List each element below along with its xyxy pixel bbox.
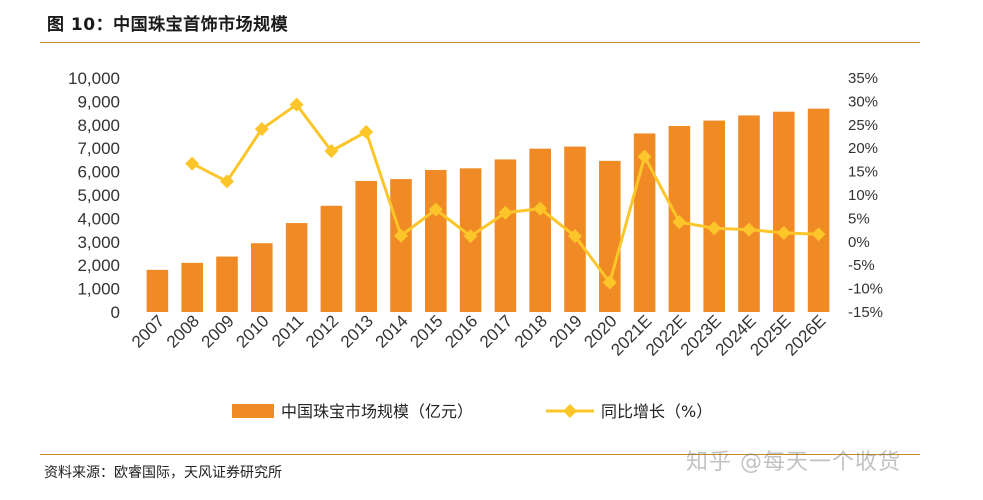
x-tick-label: 2018 bbox=[511, 311, 551, 351]
x-tick-label: 2015 bbox=[406, 311, 446, 351]
y-left-tick-label: 6,000 bbox=[77, 163, 120, 182]
legend-line-marker bbox=[563, 404, 577, 418]
bar bbox=[355, 180, 377, 312]
bar bbox=[703, 120, 725, 312]
title-rule bbox=[40, 42, 920, 43]
y-left-tick-label: 8,000 bbox=[77, 116, 120, 135]
chart: 0 1,000 2,000 3,000 4,000 5,000 6,000 7,000 8,00… bbox=[68, 69, 883, 421]
bar bbox=[390, 179, 412, 312]
y-right-tick-label: 25% bbox=[848, 117, 878, 134]
x-tick-label: 2014 bbox=[372, 311, 412, 351]
source-note: 资料来源：欧睿国际，天风证券研究所 bbox=[44, 465, 282, 481]
y-right-tick-label: 20% bbox=[848, 140, 878, 157]
bar bbox=[807, 108, 830, 313]
bar bbox=[320, 205, 343, 312]
bar bbox=[425, 169, 447, 312]
growth-point bbox=[463, 229, 478, 244]
x-tick-label: 2013 bbox=[337, 311, 377, 351]
footer-rule bbox=[40, 454, 920, 455]
bar bbox=[738, 115, 760, 312]
growth-point bbox=[742, 222, 756, 237]
legend-bar-label: 中国珠宝市场规模（亿元） bbox=[281, 402, 473, 421]
x-tick-label: 2009 bbox=[198, 311, 238, 351]
x-tick-label: 2007 bbox=[128, 311, 168, 351]
x-tick-label: 2026E bbox=[781, 311, 829, 359]
y-right-tick-label: -15% bbox=[848, 304, 883, 321]
y-left-tick-label: 9,000 bbox=[77, 92, 120, 111]
bar bbox=[529, 148, 551, 312]
growth-point bbox=[220, 174, 234, 189]
y-left-tick-label: 7,000 bbox=[77, 139, 120, 158]
y-left-tick-label: 5,000 bbox=[77, 186, 120, 205]
bar bbox=[494, 159, 517, 312]
growth-point bbox=[289, 97, 304, 112]
x-tick-label: 2011 bbox=[268, 311, 307, 350]
growth-point bbox=[394, 228, 408, 243]
growth-point bbox=[428, 202, 443, 217]
figure-title: 图 10：中国珠宝首饰市场规模 bbox=[47, 15, 289, 35]
growth-point bbox=[533, 201, 548, 216]
y-left-tick-label: 10,000 bbox=[68, 69, 120, 88]
x-tick-label: 2017 bbox=[476, 311, 516, 351]
x-tick-label: 2012 bbox=[302, 311, 342, 351]
y-right-tick-label: -5% bbox=[848, 257, 875, 274]
growth-point bbox=[811, 227, 826, 242]
growth-point bbox=[324, 144, 339, 159]
growth-point bbox=[498, 205, 513, 220]
y-left-tick-label: 3,000 bbox=[77, 233, 120, 252]
y-right-tick-label: 35% bbox=[848, 70, 878, 87]
growth-point bbox=[254, 122, 269, 137]
y-right-tick-label: 0% bbox=[848, 234, 870, 251]
y-left-tick-label: 4,000 bbox=[77, 209, 120, 228]
x-tick-label: 2008 bbox=[163, 311, 203, 351]
y-left-tick-label: 2,000 bbox=[77, 256, 120, 275]
legend-line-label: 同比增长（%） bbox=[601, 402, 712, 421]
bar bbox=[146, 269, 169, 312]
growth-point bbox=[776, 225, 791, 240]
legend-bar-swatch bbox=[232, 404, 274, 418]
growth-point bbox=[637, 149, 652, 164]
watermark: 知乎 @每天一个收货 bbox=[686, 450, 901, 475]
bar bbox=[773, 111, 795, 312]
growth-point bbox=[568, 229, 582, 244]
x-tick-label: 2019 bbox=[546, 311, 586, 351]
y-right-tick-label: -10% bbox=[848, 281, 883, 298]
bar bbox=[216, 256, 238, 312]
growth-point bbox=[185, 156, 200, 171]
bar bbox=[285, 223, 308, 312]
x-tick-label: 2016 bbox=[441, 311, 481, 351]
growth-point bbox=[359, 124, 374, 139]
bar bbox=[251, 243, 273, 312]
y-left-tick-label: 1,000 bbox=[77, 280, 120, 299]
growth-point bbox=[707, 221, 722, 236]
y-right-tick-label: 30% bbox=[848, 93, 878, 110]
growth-point bbox=[602, 275, 617, 290]
y-right-tick-label: 5% bbox=[848, 210, 870, 227]
y-right-tick-label: 10% bbox=[848, 187, 878, 204]
x-tick-label: 2010 bbox=[232, 311, 272, 351]
bar bbox=[181, 262, 203, 312]
y-left-tick-label: 0 bbox=[111, 303, 120, 322]
y-right-tick-label: 15% bbox=[848, 164, 878, 181]
growth-point bbox=[672, 215, 687, 230]
